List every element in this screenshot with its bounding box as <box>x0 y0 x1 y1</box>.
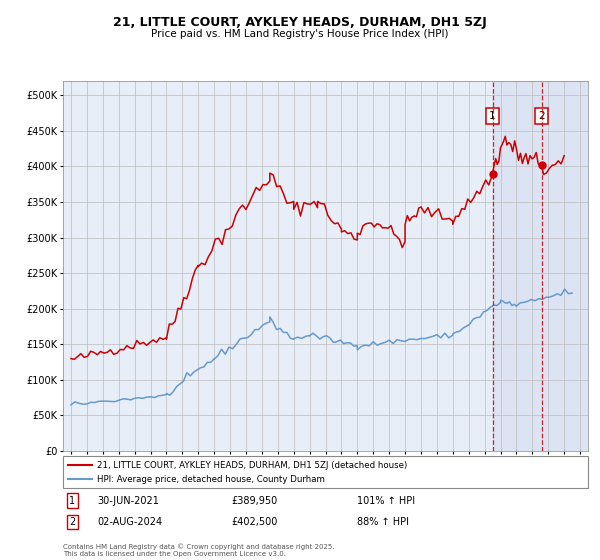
Text: £402,500: £402,500 <box>231 517 277 527</box>
Text: 1: 1 <box>70 496 76 506</box>
FancyBboxPatch shape <box>63 456 588 488</box>
Text: 101% ↑ HPI: 101% ↑ HPI <box>357 496 415 506</box>
Text: 21, LITTLE COURT, AYKLEY HEADS, DURHAM, DH1 5ZJ (detached house): 21, LITTLE COURT, AYKLEY HEADS, DURHAM, … <box>97 461 407 470</box>
Text: 2: 2 <box>70 517 76 527</box>
Text: 88% ↑ HPI: 88% ↑ HPI <box>357 517 409 527</box>
Text: 1: 1 <box>489 111 496 122</box>
Bar <box>493 81 588 451</box>
Text: 2: 2 <box>538 111 545 122</box>
Text: 21, LITTLE COURT, AYKLEY HEADS, DURHAM, DH1 5ZJ: 21, LITTLE COURT, AYKLEY HEADS, DURHAM, … <box>113 16 487 29</box>
Text: £389,950: £389,950 <box>231 496 277 506</box>
Text: Price paid vs. HM Land Registry's House Price Index (HPI): Price paid vs. HM Land Registry's House … <box>151 29 449 39</box>
Text: 02-AUG-2024: 02-AUG-2024 <box>97 517 162 527</box>
Text: 30-JUN-2021: 30-JUN-2021 <box>97 496 159 506</box>
Text: Contains HM Land Registry data © Crown copyright and database right 2025.
This d: Contains HM Land Registry data © Crown c… <box>63 544 335 557</box>
Text: HPI: Average price, detached house, County Durham: HPI: Average price, detached house, Coun… <box>97 475 325 484</box>
